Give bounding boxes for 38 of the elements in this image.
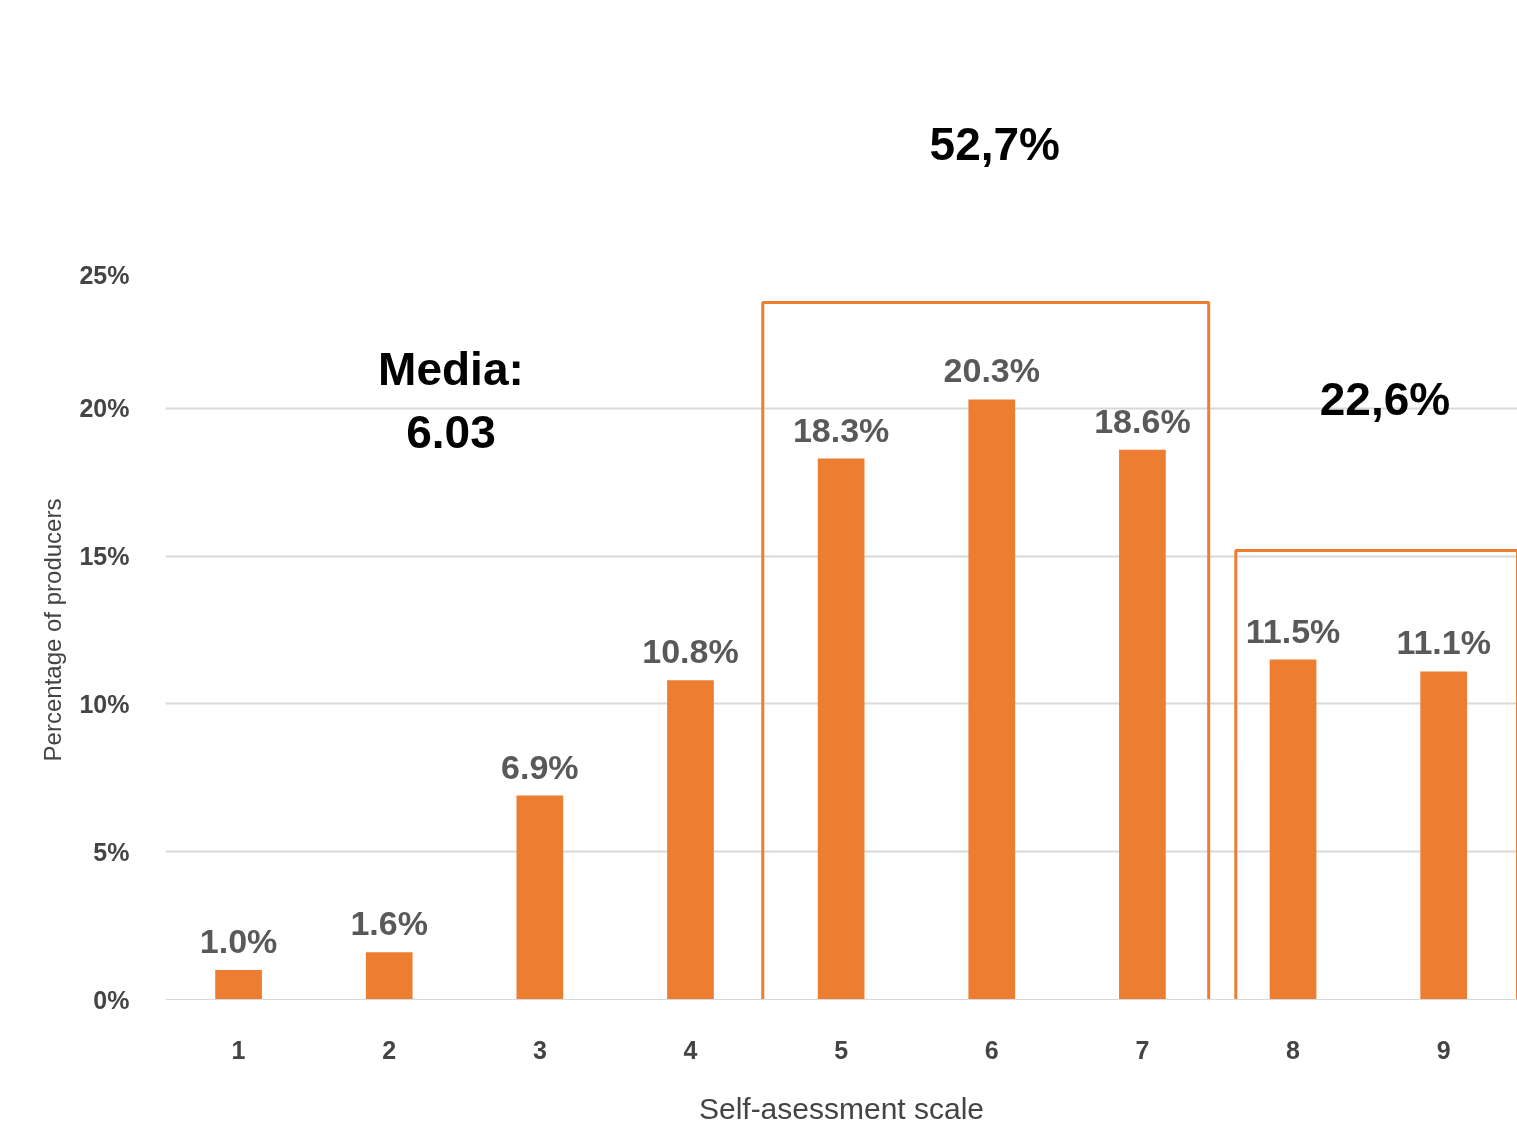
y-tick-label: 10% xyxy=(79,689,130,718)
bar xyxy=(667,680,714,1000)
data-label: 6.9% xyxy=(501,747,579,786)
annotation: 22,6% xyxy=(1319,373,1451,426)
data-label: 18.6% xyxy=(1094,401,1191,440)
y-tick-label: 20% xyxy=(79,394,130,423)
data-label: 10.8% xyxy=(642,632,739,671)
bar xyxy=(516,795,564,1000)
x-tick-label: 8 xyxy=(1286,1035,1301,1064)
y-tick-label: 0% xyxy=(93,985,130,1014)
data-label: 20.3% xyxy=(943,351,1040,390)
x-tick-label: 2 xyxy=(382,1035,397,1064)
data-label: 1.0% xyxy=(199,921,278,960)
bar xyxy=(1420,671,1468,1000)
x-axis-title: Self-asessment scale xyxy=(698,1091,985,1125)
x-tick-label: 3 xyxy=(532,1035,547,1064)
x-tick-label: 5 xyxy=(834,1035,849,1064)
bar xyxy=(968,399,1016,1000)
y-tick-label: 5% xyxy=(93,837,130,866)
bar xyxy=(817,458,865,1000)
bar xyxy=(1119,449,1166,1000)
x-tick-label: 6 xyxy=(984,1035,999,1064)
y-tick-label: 25% xyxy=(79,260,130,289)
data-label: 1.6% xyxy=(350,904,428,943)
data-label: 18.3% xyxy=(792,410,890,449)
y-axis-title: Percentage of producers xyxy=(39,498,67,762)
x-tick-label: 9 xyxy=(1436,1035,1451,1064)
data-label: 11.5% xyxy=(1245,611,1341,650)
data-label: 11.1% xyxy=(1396,623,1491,662)
x-tick-label: 7 xyxy=(1135,1035,1150,1064)
x-tick-label: 1 xyxy=(231,1035,246,1064)
x-tick-label: 4 xyxy=(683,1035,698,1064)
bar xyxy=(365,952,413,1000)
text: 52,7% xyxy=(929,117,1060,170)
bar xyxy=(1269,659,1317,1000)
bar xyxy=(215,969,262,1000)
annotation: Media: 6.03 xyxy=(378,343,524,458)
y-tick-label: 15% xyxy=(79,542,130,571)
